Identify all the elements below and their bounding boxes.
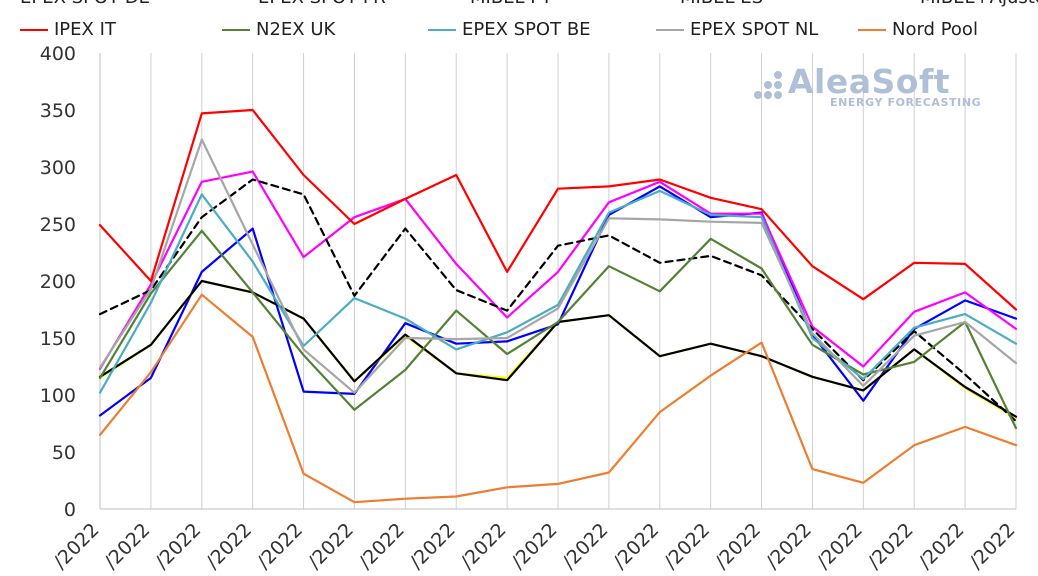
series-line-nord-pool bbox=[98, 293, 1018, 504]
legend-label: IPEX IT bbox=[54, 19, 116, 40]
x-tick-label: /2022 bbox=[355, 519, 409, 573]
series-line-epex-spot-nl bbox=[98, 138, 1018, 394]
legend-label: Nord Pool bbox=[892, 19, 978, 40]
legend-swatch bbox=[858, 28, 886, 31]
legend-item: N2EX UK bbox=[222, 19, 335, 40]
legend-label: MIBEL+Ajuste bbox=[920, 0, 1038, 8]
legend-item: EPEX SPOT BE bbox=[428, 19, 591, 40]
x-tick-label: /2022 bbox=[558, 519, 612, 573]
y-tick-label: 150 bbox=[40, 328, 76, 350]
legend-label: MIBEL ES bbox=[680, 0, 763, 8]
x-tick-label: /2022 bbox=[151, 519, 205, 573]
legend-label: EPEX SPOT BE bbox=[462, 19, 591, 40]
x-tick-label: /2022 bbox=[762, 519, 816, 573]
x-tick-label: /2022 bbox=[914, 519, 968, 573]
x-tick-label: /2022 bbox=[660, 519, 714, 573]
logo-dots-icon bbox=[754, 71, 782, 99]
series-line-mibel-ajuste bbox=[98, 178, 1018, 423]
x-tick-label: /2022 bbox=[456, 519, 510, 573]
legend-item: Nord Pool bbox=[858, 19, 978, 40]
x-tick-label: /2022 bbox=[863, 519, 917, 573]
legend-label: MIBEL PT bbox=[470, 0, 552, 8]
legend-label: N2EX UK bbox=[256, 19, 336, 40]
chart-legend: EPEX SPOT DE EPEX SPOT FR MIBEL PT MIBEL ES… bbox=[0, 0, 1038, 48]
y-tick-label: 300 bbox=[40, 157, 76, 179]
x-tick-label: /2022 bbox=[405, 519, 459, 573]
legend-label: EPEX SPOT DE bbox=[20, 0, 150, 8]
x-tick-label: /2022 bbox=[507, 519, 561, 573]
legend-item-partial: EPEX SPOT DE bbox=[20, 0, 150, 8]
legend-swatch bbox=[20, 28, 48, 31]
y-tick-label: 350 bbox=[40, 100, 76, 122]
legend-item: EPEX SPOT NL bbox=[656, 19, 818, 40]
legend-item-partial: EPEX SPOT FR bbox=[258, 0, 386, 8]
legend-swatch bbox=[656, 28, 684, 31]
legend-swatch bbox=[222, 28, 250, 31]
x-tick-label: /2022 bbox=[304, 519, 358, 573]
series-line-n2ex-uk bbox=[98, 229, 1018, 430]
series-line-epex-spot-fr bbox=[98, 170, 1018, 370]
x-tick-label: /2022 bbox=[965, 519, 1019, 573]
y-tick-label: 400 bbox=[40, 43, 76, 65]
logo-name: AleaSoft bbox=[788, 62, 951, 101]
x-tick-label: /2022 bbox=[202, 519, 256, 573]
x-tick-label: /2022 bbox=[813, 519, 867, 573]
aleasoft-logo: AleaSoft ENERGY FORECASTING bbox=[748, 62, 1008, 112]
y-tick-label: 250 bbox=[40, 214, 76, 236]
series-line-ipex-it bbox=[98, 108, 1018, 311]
legend-label: EPEX SPOT NL bbox=[690, 19, 819, 40]
y-tick-label: 100 bbox=[40, 385, 76, 407]
x-tick-label: /2022 bbox=[609, 519, 663, 573]
legend-label: EPEX SPOT FR bbox=[258, 0, 386, 8]
x-tick-label: /2022 bbox=[711, 519, 765, 573]
legend-item-partial: MIBEL PT bbox=[470, 0, 552, 8]
x-tick-label: /2022 bbox=[253, 519, 307, 573]
legend-item: IPEX IT bbox=[20, 19, 116, 40]
legend-item-partial: MIBEL ES bbox=[680, 0, 763, 8]
legend-swatch bbox=[428, 28, 456, 31]
x-tick-label: /2022 bbox=[100, 519, 154, 573]
y-tick-label: 200 bbox=[40, 271, 76, 293]
series-line-epex-spot-be bbox=[98, 189, 1018, 394]
logo-tagline: ENERGY FORECASTING bbox=[830, 96, 982, 109]
y-tick-label: 0 bbox=[64, 499, 76, 521]
series-line-epex-spot-de bbox=[98, 185, 1018, 417]
y-tick-label: 50 bbox=[52, 442, 76, 464]
legend-item-partial: MIBEL+Ajuste bbox=[920, 0, 1038, 8]
x-tick-label: /2022 bbox=[49, 519, 103, 573]
